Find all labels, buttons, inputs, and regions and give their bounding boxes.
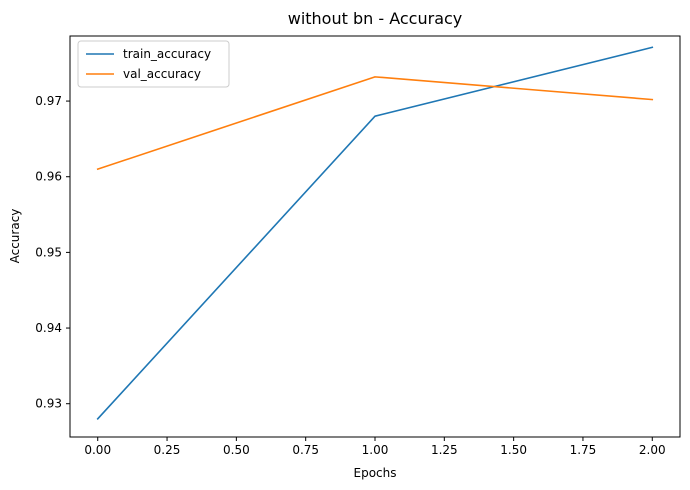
- y-tick-label: 0.94: [35, 321, 62, 335]
- series-line-train-accuracy: [96, 46, 654, 420]
- x-tick-label: 1.75: [570, 443, 597, 457]
- x-tick-label: 0.00: [84, 443, 111, 457]
- y-tick-label: 0.96: [35, 170, 62, 184]
- legend: train_accuracy val_accuracy: [77, 40, 230, 88]
- series-line-val-accuracy: [96, 76, 654, 171]
- y-tick-label: 0.93: [35, 397, 62, 411]
- x-tick-label: 0.50: [223, 443, 250, 457]
- x-tick-label: 1.25: [431, 443, 458, 457]
- y-axis-label: Accuracy: [8, 209, 22, 264]
- x-tick-label: 1.00: [362, 443, 389, 457]
- x-tick-label: 1.50: [500, 443, 527, 457]
- legend-label: train_accuracy: [123, 47, 211, 61]
- y-tick-label: 0.97: [35, 94, 62, 108]
- legend-label: val_accuracy: [123, 67, 201, 81]
- y-tick-label: 0.95: [35, 245, 62, 259]
- x-tick-label: 0.75: [292, 443, 319, 457]
- x-axis-label: Epochs: [354, 466, 397, 480]
- legend-box: [77, 40, 230, 88]
- x-tick-label: 2.00: [639, 443, 666, 457]
- x-tick-label: 0.25: [154, 443, 181, 457]
- chart-title: without bn - Accuracy: [288, 9, 463, 28]
